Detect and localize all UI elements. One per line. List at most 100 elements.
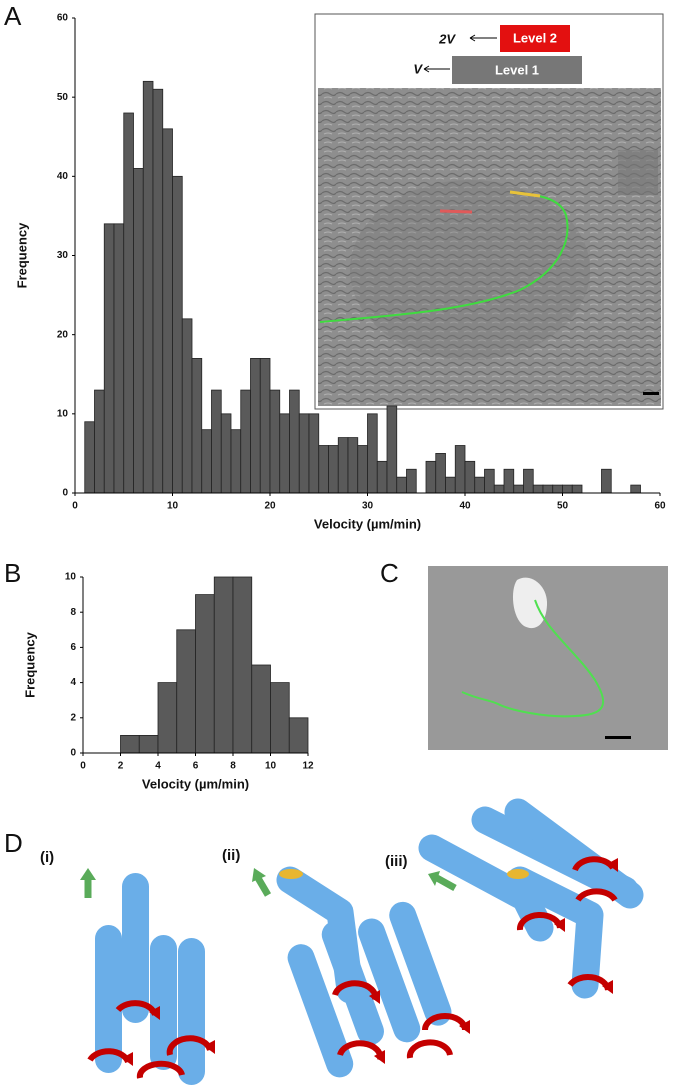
y-tick-label: 2 — [70, 712, 76, 723]
bar — [120, 735, 140, 754]
bar — [425, 460, 437, 494]
bar — [503, 468, 515, 494]
bar — [162, 128, 173, 494]
bar — [386, 405, 398, 494]
bar — [406, 468, 417, 494]
x-tick-label: 40 — [459, 501, 471, 512]
bar — [552, 484, 563, 494]
bar — [211, 389, 222, 494]
x-axis-label: Velocity (µm/min) — [142, 776, 249, 791]
bar — [270, 682, 290, 754]
x-tick-label: 0 — [72, 501, 78, 512]
bar — [337, 437, 349, 494]
y-axis-label: Frequency — [14, 222, 29, 289]
bar — [201, 429, 212, 494]
bar — [474, 476, 485, 494]
bar — [562, 484, 573, 494]
bar — [269, 389, 281, 494]
bar — [376, 460, 388, 494]
x-tick-label: 20 — [264, 501, 276, 512]
y-tick-label: 50 — [57, 92, 69, 103]
x-tick-label: 6 — [193, 761, 199, 772]
panel-label: C — [380, 558, 399, 588]
y-tick-label: 40 — [57, 171, 69, 182]
speed-label: V — [413, 61, 423, 76]
bar — [195, 594, 215, 754]
x-tick-label: 10 — [167, 501, 179, 512]
bar — [157, 682, 178, 754]
bar — [94, 389, 105, 494]
panel-label: D — [4, 828, 23, 858]
bar — [250, 358, 261, 494]
bar — [133, 168, 144, 494]
bar — [523, 468, 534, 494]
y-tick-label: 20 — [57, 329, 69, 340]
bar — [308, 413, 320, 494]
level-label: Level 2 — [513, 30, 557, 45]
bar — [220, 413, 232, 494]
bar — [138, 735, 159, 754]
bar — [493, 484, 505, 494]
bar — [176, 629, 196, 754]
bar — [289, 389, 300, 494]
diagram-label: (i) — [40, 849, 54, 866]
bar — [213, 576, 234, 754]
panel-label: B — [4, 558, 21, 588]
bar — [232, 576, 253, 754]
y-tick-label: 0 — [70, 748, 76, 759]
level-label: Level 1 — [495, 62, 539, 77]
bar — [181, 318, 193, 494]
y-tick-label: 10 — [65, 572, 77, 583]
bar — [142, 80, 154, 494]
x-tick-label: 60 — [654, 501, 666, 512]
y-axis-label: Frequency — [22, 631, 37, 698]
x-tick-label: 12 — [302, 761, 314, 772]
bar — [191, 358, 203, 494]
bar — [532, 484, 544, 494]
y-tick-label: 8 — [70, 607, 76, 618]
bar — [328, 445, 339, 494]
y-tick-label: 60 — [57, 13, 69, 24]
panel-label: A — [4, 1, 22, 31]
x-axis-label: Velocity (µm/min) — [314, 516, 421, 531]
bar — [357, 445, 368, 494]
x-tick-label: 30 — [362, 501, 374, 512]
bar — [279, 413, 290, 494]
y-tick-label: 6 — [70, 642, 76, 653]
bar — [367, 413, 378, 494]
bar — [240, 389, 251, 494]
y-tick-label: 10 — [57, 408, 69, 419]
bar — [513, 484, 524, 494]
bar — [542, 484, 554, 494]
bar — [288, 717, 309, 754]
bar — [454, 445, 466, 494]
bar — [259, 358, 271, 494]
bar — [396, 476, 407, 494]
bar — [113, 223, 125, 494]
bar — [601, 468, 612, 494]
diagram-label: (iii) — [385, 853, 408, 870]
bar — [230, 429, 242, 494]
bar — [251, 664, 271, 754]
speed-label: 2V — [438, 31, 456, 46]
bar — [630, 484, 641, 494]
y-tick-label: 4 — [70, 677, 76, 688]
bar — [318, 445, 329, 494]
inset: Level 2 2V Level 1 V — [314, 13, 664, 410]
bar — [152, 88, 164, 494]
x-tick-label: 4 — [155, 761, 161, 772]
x-tick-label: 10 — [265, 761, 277, 772]
bar — [123, 112, 134, 494]
bar — [445, 476, 456, 494]
y-tick-label: 30 — [57, 250, 69, 261]
y-tick-label: 0 — [62, 488, 68, 499]
x-tick-label: 2 — [118, 761, 124, 772]
bar — [464, 460, 476, 494]
bar — [103, 223, 115, 494]
track-image — [428, 566, 668, 750]
bar — [84, 421, 95, 494]
x-tick-label: 8 — [230, 761, 236, 772]
bar — [435, 453, 446, 494]
bar — [298, 413, 310, 494]
